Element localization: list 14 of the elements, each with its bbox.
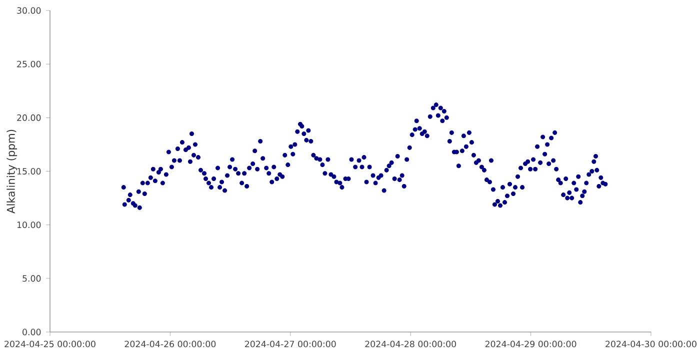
x-tick-label: 2024-04-29 00:00:00	[485, 340, 576, 348]
x-tick-label: 2024-04-28 00:00:00	[365, 340, 456, 348]
x-tick-label: 2024-04-27 00:00:00	[245, 340, 336, 348]
x-tick-label: 2024-04-30 00:00:00	[606, 340, 696, 348]
y-tick-label: 30.00	[17, 7, 41, 14]
x-tick-label: 2024-04-25 00:00:00	[4, 340, 96, 348]
y-tick-label: 25.00	[17, 60, 41, 68]
x-tick-label: 2024-04-26 00:00:00	[124, 340, 216, 348]
y-tick-label: 10.00	[17, 222, 41, 228]
y-tick-label: 15.00	[17, 168, 41, 175]
y-tick-label: 5.00	[22, 275, 41, 282]
y-tick-label: 20.00	[17, 114, 41, 121]
y-axis-title: Alkalinity (ppm)	[6, 130, 17, 214]
y-tick-label: 0.00	[22, 328, 41, 336]
